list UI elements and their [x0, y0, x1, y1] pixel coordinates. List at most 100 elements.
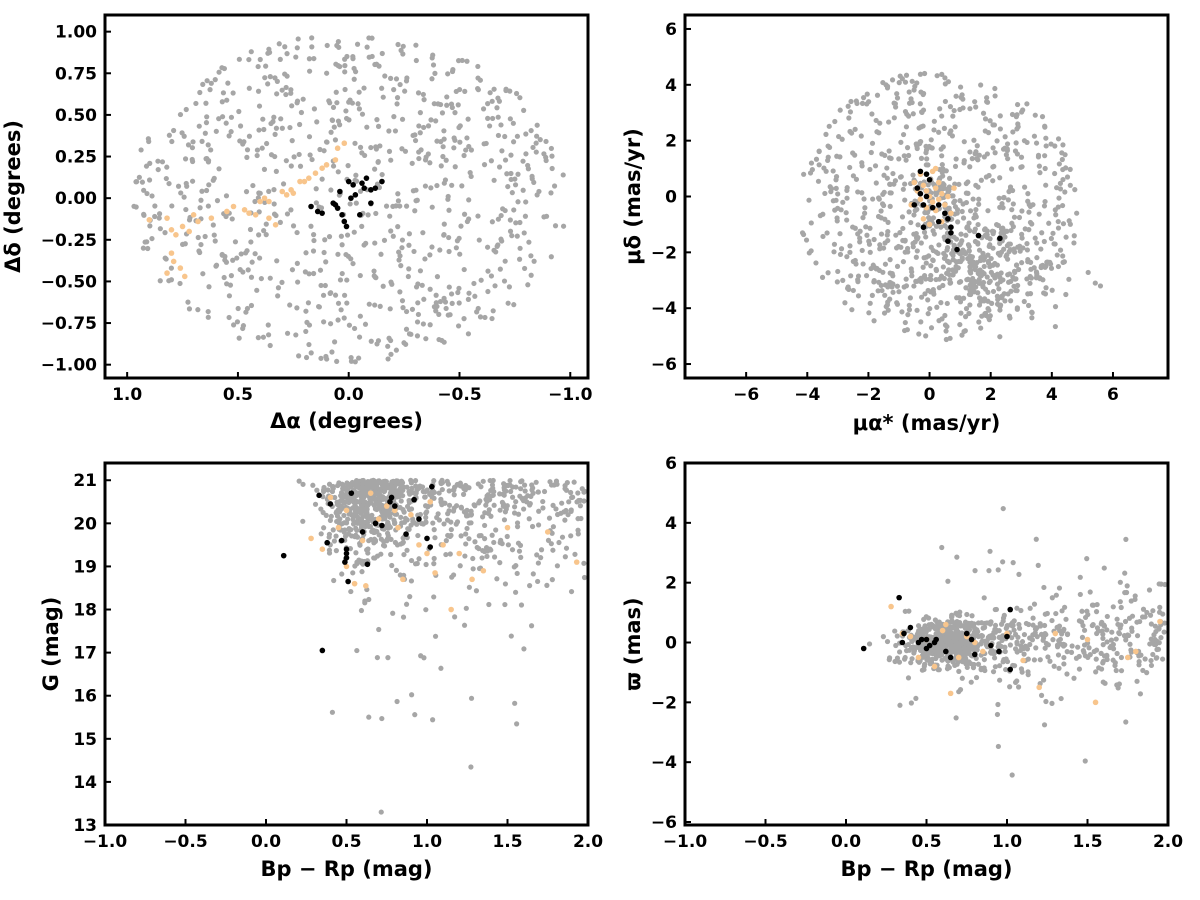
field-star-point [1018, 643, 1024, 649]
field-star-point [958, 231, 964, 237]
field-star-point [388, 551, 394, 558]
field-star-point [462, 553, 468, 559]
field-star-point [145, 245, 151, 252]
field-stars [131, 35, 567, 365]
field-star-point [1008, 298, 1014, 304]
field-star-point [236, 56, 242, 62]
field-star-point [950, 272, 956, 278]
field-star-point [957, 299, 964, 305]
candidate-star-point [177, 265, 184, 271]
field-star-point [903, 157, 909, 163]
field-star-point [1022, 643, 1029, 649]
field-star-point [527, 502, 533, 508]
field-star-point [996, 302, 1002, 308]
field-star-point [844, 185, 850, 191]
field-star-point [438, 163, 444, 169]
field-star-point [204, 78, 210, 84]
field-star-point [917, 645, 924, 651]
field-star-point [577, 503, 584, 509]
field-star-point [1144, 670, 1150, 676]
field-star-point [395, 224, 401, 230]
field-star-point [417, 483, 423, 489]
field-star-point [289, 267, 296, 273]
candidate-stars [308, 490, 580, 613]
field-star-point [334, 100, 340, 106]
y-tick-label: −2 [651, 693, 677, 713]
field-star-point [466, 584, 472, 590]
field-star-point [909, 78, 915, 84]
member-star-point [368, 187, 374, 193]
field-star-point [978, 82, 984, 88]
field-star-point [293, 54, 299, 60]
field-star-point [283, 84, 289, 91]
field-star-point [206, 284, 212, 290]
field-star-point [431, 594, 437, 600]
x-tick-label: 0.5 [331, 832, 361, 852]
field-star-point [470, 566, 476, 572]
field-star-point [951, 234, 957, 240]
field-star-point [354, 41, 361, 47]
field-star-point [494, 576, 500, 582]
candidate-star-point [911, 179, 918, 186]
field-star-point [904, 144, 911, 151]
field-star-point [335, 300, 342, 306]
field-star-point [309, 44, 315, 50]
candidate-star-point [312, 170, 319, 176]
field-star-point [864, 232, 870, 238]
field-star-point [443, 157, 449, 163]
field-star-point [485, 268, 491, 274]
field-star-point [1010, 622, 1016, 628]
field-star-point [403, 308, 410, 315]
field-star-point [308, 223, 314, 229]
member-star-point [379, 178, 385, 185]
member-star-point [337, 188, 343, 195]
field-star-point [965, 179, 971, 185]
field-star-point [385, 508, 391, 514]
field-star-point [549, 165, 555, 172]
field-star-point [983, 174, 989, 180]
field-star-point [1023, 620, 1029, 627]
field-star-point [813, 260, 819, 266]
field-star-point [945, 663, 951, 669]
field-star-point [324, 42, 330, 49]
field-star-point [956, 258, 962, 265]
field-star-point [550, 547, 556, 553]
field-star-point [486, 507, 492, 513]
panel-cmd: −1.0 −0.5 0.0 0.5 1.0 1.5 2.0 1314151617181920… [39, 461, 603, 881]
field-star-point [1082, 614, 1089, 621]
field-star-point [1122, 570, 1128, 576]
candidate-star-point [283, 192, 290, 198]
field-star-point [908, 700, 914, 706]
field-star-point [502, 258, 508, 264]
candidate-star-point [319, 165, 325, 171]
member-star-point [403, 531, 409, 537]
field-star-point [1061, 661, 1067, 667]
field-star-point [485, 115, 491, 121]
field-star-point [399, 480, 406, 486]
member-star-point [975, 232, 982, 239]
field-star-point [501, 481, 507, 487]
field-star-point [890, 289, 896, 295]
field-star-point [897, 702, 903, 708]
x-tick-label: 1.0 [412, 832, 442, 852]
field-star-point [1069, 643, 1075, 649]
y-tick-label: −2 [651, 243, 677, 263]
field-star-point [955, 219, 961, 225]
field-star-point [1076, 618, 1082, 624]
field-star-point [476, 533, 482, 539]
field-star-point [522, 213, 529, 219]
candidate-star-point [335, 524, 342, 531]
field-star-point [288, 87, 294, 93]
field-star-point [463, 513, 470, 519]
field-star-point [1042, 123, 1048, 129]
field-star-point [997, 677, 1003, 683]
field-star-point [486, 601, 492, 608]
field-star-point [433, 300, 439, 306]
candidate-star-point [1020, 657, 1026, 664]
field-star-point [456, 124, 462, 131]
field-star-point [387, 490, 394, 496]
field-star-point [1150, 608, 1156, 614]
field-star-point [906, 647, 912, 653]
field-star-point [303, 308, 309, 314]
field-star-point [898, 244, 904, 250]
